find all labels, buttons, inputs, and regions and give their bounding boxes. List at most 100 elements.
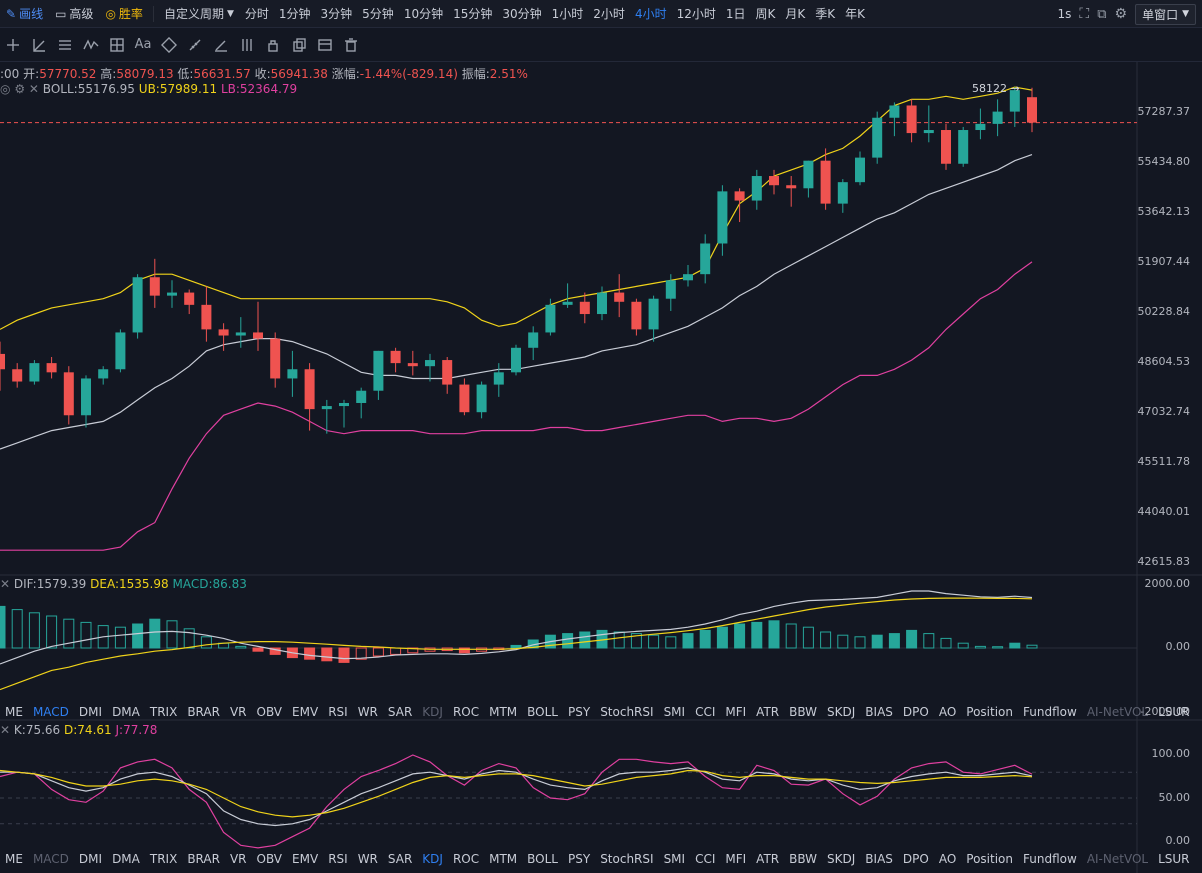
period-tab[interactable]: 30分钟 — [502, 7, 542, 21]
indicator-tab-wr[interactable]: WR — [357, 852, 378, 866]
indicator-tab-dpo[interactable]: DPO — [902, 705, 929, 719]
indicator-tab-bbw[interactable]: BBW — [789, 705, 818, 719]
indicator-tab-position[interactable]: Position — [966, 705, 1014, 719]
period-tab[interactable]: 2小时 — [593, 7, 625, 21]
indicator-tab-bbw[interactable]: BBW — [789, 852, 818, 866]
line-tool-icon[interactable] — [26, 32, 52, 58]
eye-icon[interactable]: ◎ — [0, 82, 11, 96]
indicator-tab-psy[interactable]: PSY — [568, 852, 591, 866]
indicator-tab-fundflow[interactable]: Fundflow — [1023, 705, 1077, 719]
indicator-tab-ai-netvol[interactable]: AI-NetVOL — [1086, 705, 1149, 719]
indicator-tab-stochrsi[interactable]: StochRSI — [600, 852, 654, 866]
indicator-tab-lsur[interactable]: LSUR — [1158, 705, 1190, 719]
gear-icon[interactable]: ⚙ — [14, 82, 26, 96]
period-tab[interactable]: 10分钟 — [403, 7, 444, 21]
period-tab[interactable]: 4小时 — [634, 7, 667, 21]
indicator-tab-smi[interactable]: SMI — [663, 705, 686, 719]
indicator-tab-roc[interactable]: ROC — [452, 852, 480, 866]
indicator-tab-bias[interactable]: BIAS — [865, 852, 893, 866]
indicator-tab-rsi[interactable]: RSI — [328, 852, 348, 866]
period-tab[interactable]: 周K — [755, 7, 776, 21]
indicator-tab-ao[interactable]: AO — [938, 705, 957, 719]
text-tool-icon[interactable]: Aa — [134, 37, 152, 52]
period-tab[interactable]: 分时 — [244, 7, 269, 21]
indicator-tab-vr[interactable]: VR — [229, 852, 247, 866]
period-tab[interactable]: 季K — [815, 7, 836, 21]
period-tab[interactable]: 3分钟 — [320, 7, 353, 21]
indicator-tab-roc[interactable]: ROC — [452, 705, 480, 719]
indicator-tab-mfi[interactable]: MFI — [725, 705, 747, 719]
indicator-tab-ao[interactable]: AO — [938, 852, 957, 866]
fullscreen-icon[interactable]: ⛶ — [1079, 6, 1090, 22]
indicator-tab-smi[interactable]: SMI — [663, 852, 686, 866]
copy-tool-icon[interactable] — [286, 32, 312, 58]
indicator-tab-me[interactable]: ME — [5, 705, 23, 719]
indicator-tab-brar[interactable]: BRAR — [187, 852, 220, 866]
indicator-tab-lsur[interactable]: LSUR — [1158, 852, 1190, 866]
magnet-tool-icon[interactable] — [234, 32, 260, 58]
ruler-tool-icon[interactable] — [182, 32, 208, 58]
custom-period-dropdown[interactable]: 自定义周期 ▼ — [158, 5, 240, 22]
indicator-tab-emv[interactable]: EMV — [292, 705, 319, 719]
window-mode-dropdown[interactable]: 单窗口 ▼ — [1135, 3, 1196, 25]
screenshot-icon[interactable]: ⧉ — [1097, 6, 1107, 22]
template-tool-icon[interactable] — [312, 32, 338, 58]
period-tab[interactable]: 1分钟 — [278, 7, 311, 21]
indicator-tab-brar[interactable]: BRAR — [187, 705, 220, 719]
indicator-tab-boll[interactable]: BOLL — [527, 852, 558, 866]
indicator-tab-mfi[interactable]: MFI — [725, 852, 747, 866]
indicator-tab-mtm[interactable]: MTM — [489, 852, 518, 866]
indicator-tab-position[interactable]: Position — [966, 852, 1014, 866]
indicator-tab-atr[interactable]: ATR — [756, 705, 780, 719]
indicator-tab-ai-netvol[interactable]: AI-NetVOL — [1086, 852, 1149, 866]
indicator-tab-dma[interactable]: DMA — [112, 852, 140, 866]
indicator-tab-skdj[interactable]: SKDJ — [827, 705, 856, 719]
indicator-tab-psy[interactable]: PSY — [568, 705, 591, 719]
delete-tool-icon[interactable] — [338, 32, 364, 58]
indicator-tab-cci[interactable]: CCI — [695, 705, 716, 719]
settings-icon[interactable]: ⚙ — [1114, 6, 1128, 22]
indicator-tab-trix[interactable]: TRIX — [149, 852, 178, 866]
indicator-tab-bias[interactable]: BIAS — [865, 705, 893, 719]
indicator-tab-macd[interactable]: MACD — [32, 705, 69, 719]
indicator-tab-atr[interactable]: ATR — [756, 852, 780, 866]
lock-tool-icon[interactable] — [260, 32, 286, 58]
brush-tool-icon[interactable] — [208, 32, 234, 58]
indicator-tab-rsi[interactable]: RSI — [328, 705, 348, 719]
top-tab-1[interactable]: ▭ 高级 — [49, 5, 99, 22]
wave-tool-icon[interactable] — [78, 32, 104, 58]
period-tab[interactable]: 1小时 — [551, 7, 584, 21]
indicator-tab-skdj[interactable]: SKDJ — [827, 852, 856, 866]
close-icon[interactable]: ✕ — [0, 577, 11, 591]
indicator-tab-sar[interactable]: SAR — [387, 705, 413, 719]
indicator-tab-boll[interactable]: BOLL — [527, 705, 558, 719]
indicator-tab-dpo[interactable]: DPO — [902, 852, 929, 866]
indicator-tab-cci[interactable]: CCI — [695, 852, 716, 866]
period-tab[interactable]: 1日 — [725, 7, 746, 21]
indicator-tab-stochrsi[interactable]: StochRSI — [600, 705, 654, 719]
indicator-tab-mtm[interactable]: MTM — [489, 705, 518, 719]
period-tab[interactable]: 5分钟 — [362, 7, 394, 21]
indicator-tab-emv[interactable]: EMV — [292, 852, 319, 866]
indicator-tab-trix[interactable]: TRIX — [149, 705, 178, 719]
close-icon[interactable]: ✕ — [28, 82, 39, 96]
period-tab[interactable]: 月K — [785, 7, 806, 21]
top-tab-0[interactable]: ✎ 画线 — [0, 5, 49, 22]
indicator-tab-dma[interactable]: DMA — [112, 705, 140, 719]
indicator-tab-obv[interactable]: OBV — [256, 852, 283, 866]
indicator-tab-kdj[interactable]: KDJ — [422, 705, 443, 719]
fib-tool-icon[interactable] — [104, 32, 130, 58]
indicator-tab-macd[interactable]: MACD — [32, 852, 69, 866]
indicator-tab-fundflow[interactable]: Fundflow — [1023, 852, 1077, 866]
indicator-tab-dmi[interactable]: DMI — [78, 705, 103, 719]
period-tab[interactable]: 15分钟 — [453, 7, 493, 21]
indicator-tab-sar[interactable]: SAR — [387, 852, 413, 866]
indicator-tab-dmi[interactable]: DMI — [78, 852, 103, 866]
close-icon[interactable]: ✕ — [0, 723, 11, 737]
indicator-tab-wr[interactable]: WR — [357, 705, 378, 719]
indicator-tab-vr[interactable]: VR — [229, 705, 247, 719]
indicator-tab-obv[interactable]: OBV — [256, 705, 283, 719]
eraser-tool-icon[interactable] — [156, 32, 182, 58]
indicator-tab-me[interactable]: ME — [5, 852, 23, 866]
refresh-rate[interactable]: 1s — [1057, 7, 1072, 21]
